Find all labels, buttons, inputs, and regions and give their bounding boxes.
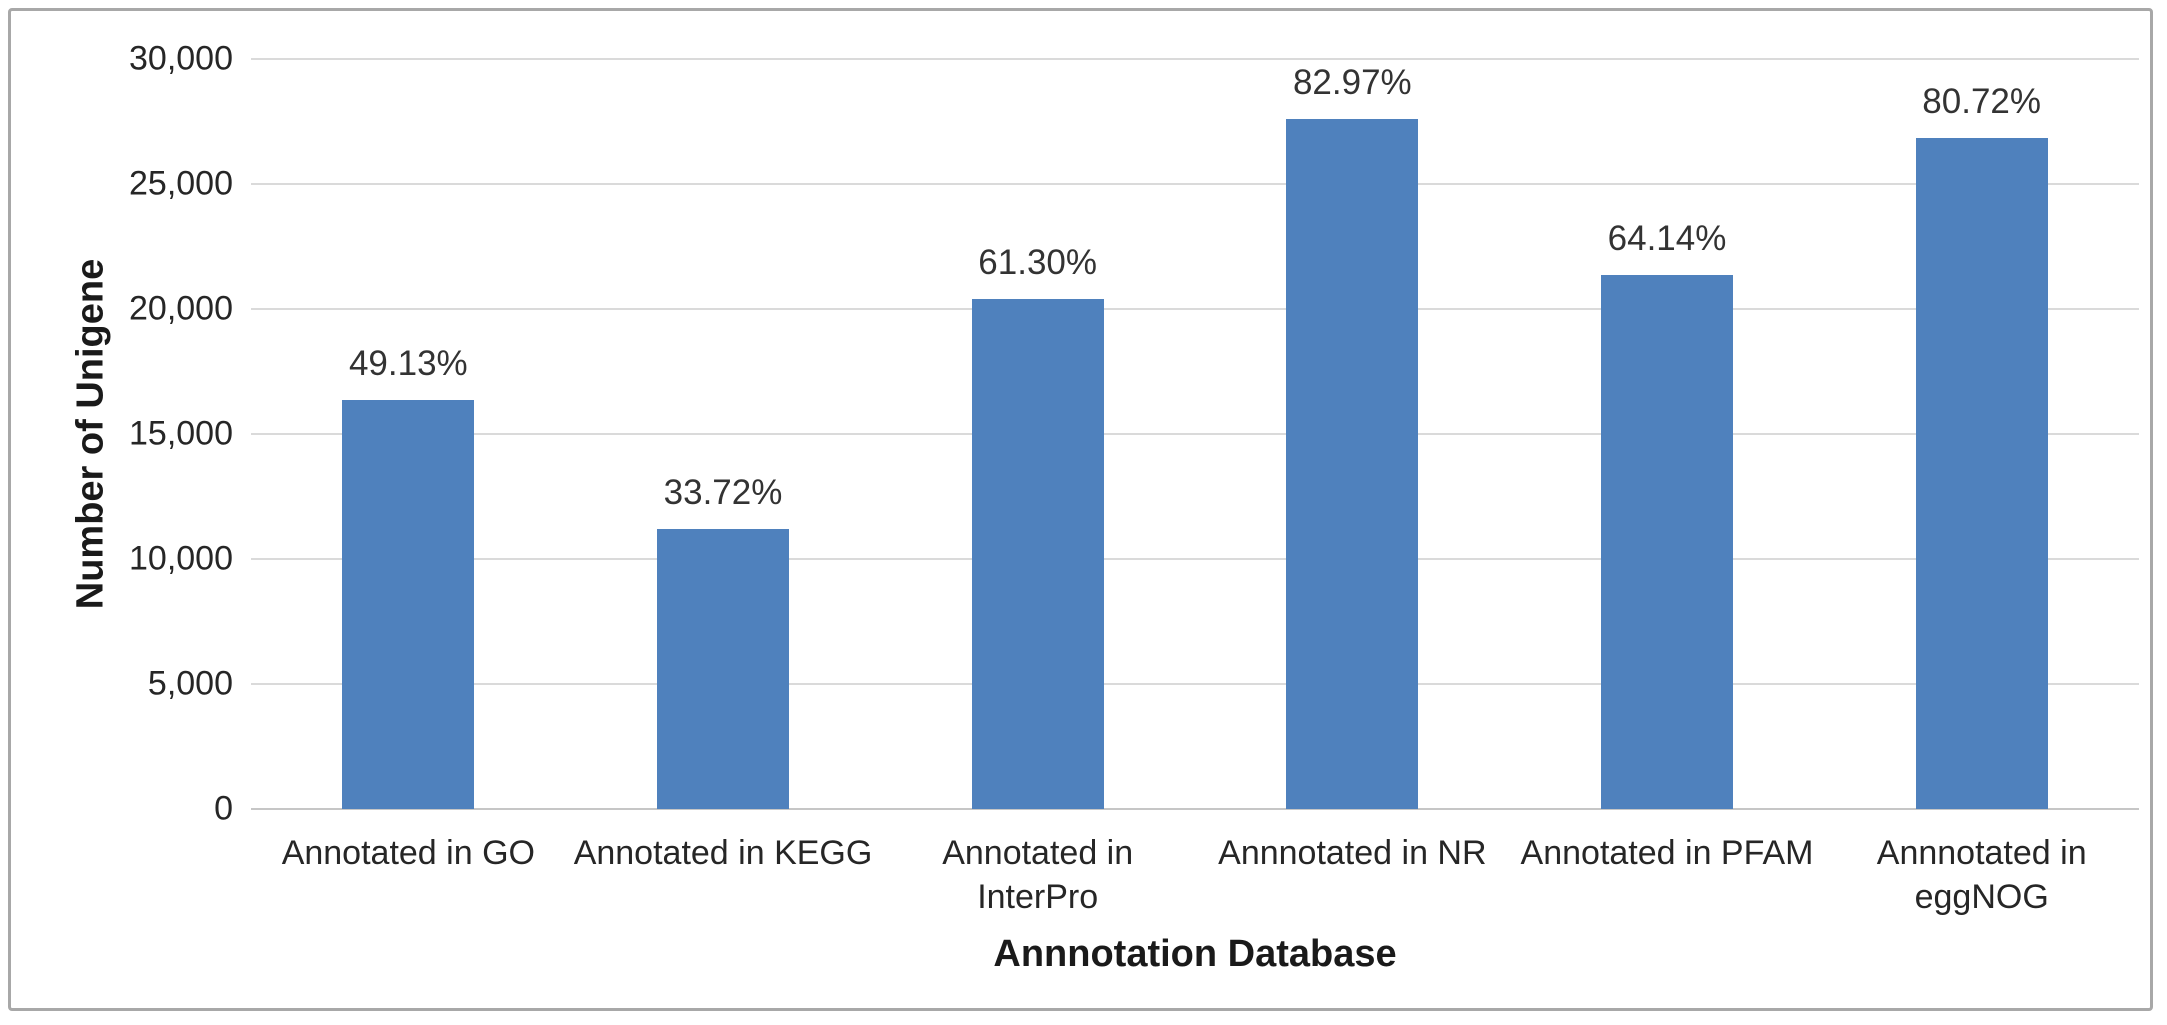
bar-data-label: 64.14% <box>1607 219 1727 259</box>
y-axis-tick-labels: 0 5,000 10,000 15,000 20,000 25,000 30,000 <box>11 40 233 828</box>
category-label: Annnotated in eggNOG <box>1824 831 2139 919</box>
gridline <box>251 58 2139 60</box>
bar-data-label: 82.97% <box>1292 63 1412 102</box>
bar <box>1601 275 1733 809</box>
y-tick-label: 25,000 <box>129 164 233 203</box>
y-tick-label: 20,000 <box>129 289 233 328</box>
category-label-text: Annnotated in NR <box>1218 834 1487 872</box>
category-label: Annotated in KEGG <box>566 831 881 919</box>
y-tick-label: 0 <box>214 789 233 828</box>
y-tick-label: 5,000 <box>147 664 233 703</box>
gridline <box>251 183 2139 185</box>
category-label: Annotated in InterPro <box>880 831 1195 919</box>
gridline <box>251 308 2139 311</box>
x-axis-title: Annnotation Database <box>993 933 1397 975</box>
category-label-text: Annotated in PFAM <box>1520 834 1814 872</box>
gridline <box>251 683 2139 686</box>
bar-data-label: 33.72% <box>663 473 783 512</box>
y-tick-label: 15,000 <box>129 414 233 453</box>
bar-data-label: 49.13% <box>348 344 468 384</box>
x-axis-category-labels: Annotated in GO Annotated in KEGG Annotate… <box>251 831 2139 919</box>
category-label: Annotated in PFAM <box>1510 831 1825 919</box>
plot-area: 49.13% 33.72% 61.30% 82.97% 64.14% 80.72% <box>251 58 2139 810</box>
bar <box>342 400 475 809</box>
bar <box>657 529 789 809</box>
y-tick-label: 30,000 <box>129 39 233 78</box>
bar-data-label: 80.72% <box>1922 81 2042 121</box>
bar <box>971 299 1104 809</box>
category-label-text: Annnotated in eggNOG <box>1876 834 2087 916</box>
category-label-text: Annotated in GO <box>281 834 535 872</box>
category-label-text: Annotated in InterPro <box>942 834 1134 916</box>
x-axis-line <box>251 808 2139 810</box>
gridline <box>251 558 2139 561</box>
y-tick-label: 10,000 <box>129 539 233 578</box>
gridline <box>251 433 2139 435</box>
bar-data-label: 61.30% <box>978 243 1098 282</box>
bar <box>1915 137 2048 809</box>
chart-frame: Number of Unigene 0 5,000 10,000 15,000 20,0… <box>8 8 2153 1011</box>
category-label: Annnotated in NR <box>1195 831 1510 919</box>
category-label: Annotated in GO <box>251 831 566 919</box>
bar <box>1286 119 1419 809</box>
category-label-text: Annotated in KEGG <box>573 834 873 872</box>
